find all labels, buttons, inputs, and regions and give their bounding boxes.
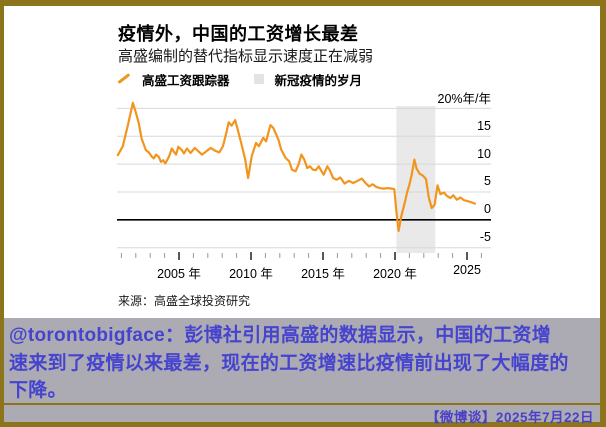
- chart-subtitle: 高盛编制的替代指标显示速度正在减弱: [118, 48, 374, 65]
- y-axis-label: -5: [479, 230, 491, 245]
- y-axis-label: 5: [484, 174, 491, 189]
- x-axis-label: 2015 年: [301, 267, 345, 281]
- footer-date-row: [4, 405, 600, 422]
- social-comment-text: @torontobigface：彭博社引用高盛的数据显示，中国的工资增 速来到了…: [9, 322, 599, 405]
- x-axis-label: 2010 年: [229, 267, 273, 281]
- covid-band-swatch-icon: [253, 74, 264, 84]
- social-comment-line: @torontobigface：彭博社引用高盛的数据显示，中国的工资增: [9, 325, 552, 346]
- y-axis-label: 10: [477, 146, 491, 161]
- social-comment-line: 速来到了疫情以来最差，现在的工资增速比疫情前出现了大幅度的: [9, 352, 569, 374]
- legend-label-covid-years: 新冠疫情的岁月: [274, 73, 363, 88]
- digest-date-stamp: 【微博谈】2025年7月22日: [425, 410, 594, 425]
- y-axis-label: 15: [477, 118, 491, 133]
- x-axis-label: 2025: [453, 263, 481, 277]
- x-axis-label: 2005 年: [157, 267, 201, 281]
- chart-legend: 高盛工资跟踪器 新冠疫情的岁月: [117, 72, 363, 88]
- x-axis-label: 2020 年: [373, 267, 417, 281]
- social-comment-line: 下降。: [9, 380, 67, 401]
- chart-title: 疫情外，中国的工资增长最差: [118, 24, 359, 44]
- legend-label-wage-tracker: 高盛工资跟踪器: [142, 73, 230, 88]
- social-comment-panel: [4, 318, 600, 403]
- y-axis-label: 0: [484, 202, 491, 217]
- source-note: 来源：高盛全球投资研究: [118, 294, 251, 308]
- y-axis-unit-label: 20%年/年: [437, 92, 492, 106]
- line-series-swatch-icon: [117, 73, 131, 85]
